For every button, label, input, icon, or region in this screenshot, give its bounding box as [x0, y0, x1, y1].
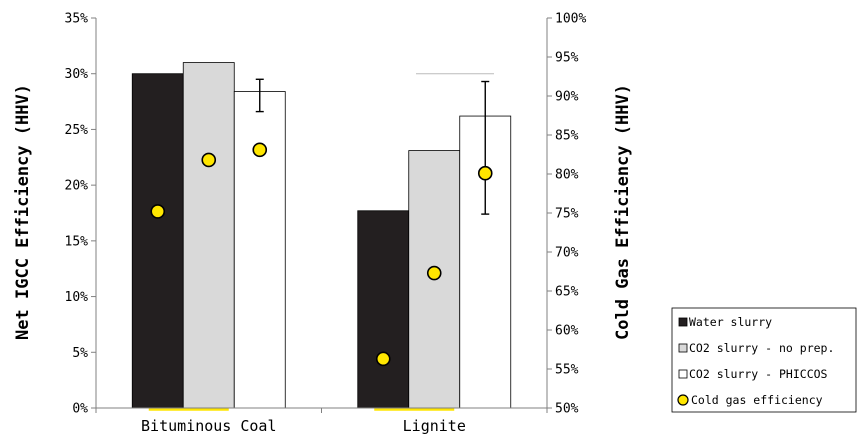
legend-swatch-co2-no-prep — [678, 343, 688, 353]
legend-label-co2-no-prep: CO2 slurry - no prep. — [689, 341, 834, 355]
y2-tick-label-5: 75% — [555, 207, 579, 222]
y-tick-label-6: 30% — [65, 67, 89, 82]
legend-item-water-slurry: Water slurry — [678, 315, 772, 329]
cold-gas-point-1-1 — [426, 265, 442, 281]
legend-swatch-water-slurry — [678, 317, 688, 327]
y2-tick-label-3: 65% — [555, 285, 579, 300]
legend-label-cold-gas: Cold gas efficiency — [691, 393, 823, 407]
bars-layer — [131, 62, 512, 411]
y-tick-label-7: 35% — [65, 12, 89, 27]
y2-tick-label-2: 60% — [555, 324, 579, 339]
legend-item-co2-no-prep: CO2 slurry - no prep. — [678, 341, 834, 355]
y-tick-label-2: 10% — [65, 290, 89, 305]
axes-layer: Bituminous Coal Lignite 0% 5% 10% 15% 20% 25% 30… — [65, 12, 587, 436]
legend: Water slurry CO2 slurry - no prep. CO2 s… — [671, 307, 857, 413]
bar-0-1 — [357, 210, 410, 409]
legend-box — [671, 307, 857, 413]
error-bars-layer — [255, 78, 490, 215]
y2-tick-label-9: 95% — [555, 51, 579, 66]
y-tick-label-5: 25% — [65, 123, 89, 138]
bar-2-0 — [233, 91, 286, 409]
y2-tick-label-8: 90% — [555, 90, 579, 105]
category-label-1: Lignite — [403, 417, 466, 435]
y2-tick-label-10: 100% — [555, 12, 586, 27]
bar-0-0 — [131, 73, 184, 409]
bar-1-0 — [182, 62, 235, 409]
y2-tick-label-0: 50% — [555, 402, 579, 417]
cold-gas-point-2-0 — [252, 142, 268, 158]
legend-swatch-co2-phiccos — [678, 369, 688, 379]
y2-tick-label-6: 80% — [555, 168, 579, 183]
legend-marker-cold-gas — [677, 394, 689, 406]
legend-label-co2-phiccos: CO2 slurry - PHICCOS — [689, 367, 828, 381]
category-label-0: Bituminous Coal — [141, 417, 276, 435]
y-axis-title: Net IGCC Efficiency (HHV) — [13, 84, 33, 340]
legend-label-water-slurry: Water slurry — [689, 315, 772, 329]
cold-gas-point-0-0 — [150, 204, 166, 219]
y2-tick-label-4: 70% — [555, 246, 579, 261]
y2-axis-title: Cold Gas Efficiency (HHV) — [613, 84, 633, 340]
y-tick-label-1: 5% — [72, 346, 88, 361]
y2-tick-label-7: 85% — [555, 129, 579, 144]
y-tick-label-4: 20% — [65, 179, 89, 194]
legend-item-cold-gas: Cold gas efficiency — [677, 393, 823, 407]
cold-gas-point-1-0 — [201, 152, 217, 168]
cold-gas-points-layer — [150, 142, 493, 367]
y-tick-label-0: 0% — [72, 402, 88, 417]
cold-gas-point-0-1 — [375, 351, 391, 367]
cold-gas-point-2-1 — [477, 165, 493, 181]
legend-item-co2-phiccos: CO2 slurry - PHICCOS — [678, 367, 828, 381]
y-tick-label-3: 15% — [65, 234, 89, 249]
y2-tick-label-1: 55% — [555, 363, 579, 378]
